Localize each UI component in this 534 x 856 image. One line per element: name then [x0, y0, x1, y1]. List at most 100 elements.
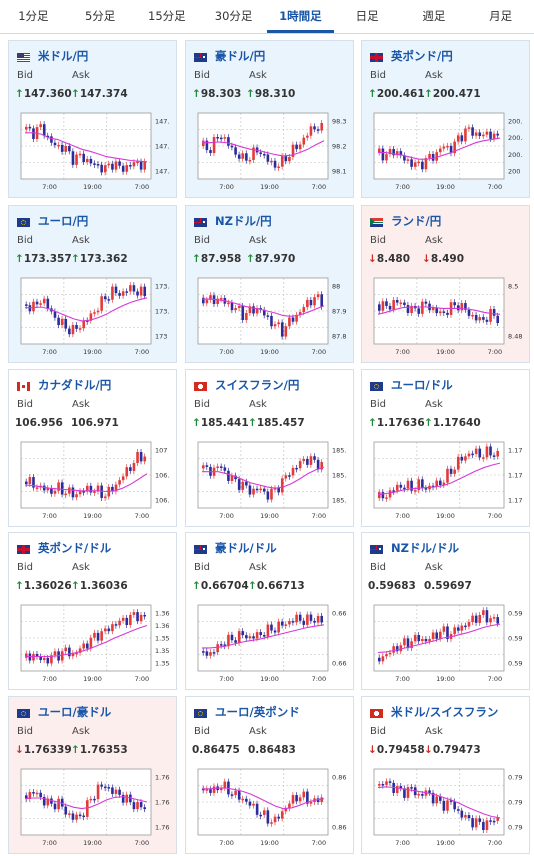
- candle: [417, 794, 421, 796]
- mini-chart[interactable]: 200.6 200.4 200.2 200 7:00 19:00 7:00: [370, 111, 523, 191]
- pair-name[interactable]: 豪ドル/円: [215, 49, 266, 63]
- tab-2[interactable]: 15分足: [148, 9, 186, 23]
- rate-card[interactable]: NZドル/ドルBidAsk0.596830.596970.5970.5960.5…: [361, 532, 530, 690]
- rate-card[interactable]: ユーロ/豪ドルBidAsk↓1.76339↑1.763531.7661.7641…: [8, 696, 177, 854]
- tab-3[interactable]: 30分足: [214, 9, 253, 23]
- pair-name[interactable]: ランド/円: [391, 214, 442, 228]
- pair-name[interactable]: NZドル/ドル: [391, 541, 460, 555]
- pair-name[interactable]: ユーロ/円: [38, 214, 89, 228]
- mini-chart[interactable]: 0.597 0.596 0.595 7:00 19:00 7:00: [370, 603, 523, 683]
- tab-1[interactable]: 5分足: [84, 9, 116, 23]
- pair-name[interactable]: NZドル/円: [215, 214, 272, 228]
- candle: [237, 154, 241, 159]
- rate-card[interactable]: 英ポンド/円BidAsk↑200.461↑200.471200.6200.420…: [361, 40, 530, 198]
- rate-card[interactable]: ユーロ/ドルBidAsk↑1.17636↑1.176401.1761.1741.…: [361, 369, 530, 527]
- pair-name[interactable]: ユーロ/豪ドル: [38, 705, 112, 719]
- candle: [306, 458, 309, 465]
- rate-card[interactable]: 豪ドル/ドルBidAsk↑0.66704↑0.667130.6660.6647:…: [185, 532, 354, 690]
- rate-card[interactable]: 英ポンド/ドルBidAsk↑1.36026↑1.360361.3621.361.…: [8, 532, 177, 690]
- candle: [100, 784, 103, 787]
- y-tick-label: 8.48: [508, 333, 522, 341]
- mini-chart[interactable]: 98.3 98.2 98.1 7:00 19:00 7:00: [194, 111, 347, 191]
- candle: [209, 150, 212, 154]
- mini-chart[interactable]: 185.6 185.4 185.2 7:00 19:00 7:00: [194, 440, 347, 520]
- candle: [139, 614, 143, 622]
- candle: [421, 161, 424, 170]
- flag-icon: [17, 382, 30, 391]
- candle: [230, 634, 234, 641]
- pair-name[interactable]: 米ドル/スイスフラン: [391, 705, 499, 719]
- mini-chart[interactable]: 1.176 1.174 1.172 7:00 19:00 7:00: [370, 440, 523, 520]
- bid-value: ↑200.461: [368, 88, 425, 100]
- pair-name[interactable]: 英ポンド/円: [391, 49, 453, 63]
- mini-chart[interactable]: 1.362 1.36 1.358 1.356 1.354 7:00 19:00 7:00: [17, 603, 170, 683]
- bid-label: Bid: [194, 235, 210, 246]
- tab-6[interactable]: 週足: [422, 9, 446, 23]
- mini-chart[interactable]: 88 87.9 87.8 7:00 19:00 7:00: [194, 276, 347, 356]
- mini-chart[interactable]: 147.8 147.6 147.4 7:00 19:00 7:00: [17, 111, 170, 191]
- candle: [478, 317, 482, 321]
- candle: [57, 144, 60, 147]
- candle: [439, 631, 442, 639]
- candle: [442, 146, 446, 149]
- rate-card[interactable]: 豪ドル/円 Bid Ask ↑98.303 ↑98.310 98.3 98.2 98.1 7:0…: [185, 40, 354, 198]
- bid-label: Bid: [194, 399, 210, 410]
- candle: [209, 295, 212, 300]
- bid-value-text: 106.956: [15, 417, 63, 429]
- candle: [464, 303, 467, 310]
- rate-card[interactable]: 米ドル/円BidAsk↑147.360↑147.374147.8147.6147…: [8, 40, 177, 198]
- pair-name[interactable]: 英ポンド/ドル: [38, 541, 112, 555]
- rate-card[interactable]: 米ドル/スイスフランBidAsk↓0.79458↓0.794730.7980.7…: [361, 696, 530, 854]
- pair-name[interactable]: カナダドル/円: [38, 378, 112, 392]
- pair-name[interactable]: スイスフラン/円: [215, 378, 300, 392]
- candle: [205, 789, 209, 791]
- candle: [464, 625, 467, 628]
- candle: [496, 817, 500, 821]
- candle: [219, 297, 223, 300]
- bid-label: Bid: [370, 399, 386, 410]
- pair-name[interactable]: ユーロ/英ポンド: [215, 705, 300, 719]
- mini-chart[interactable]: 1.766 1.764 1.762 7:00 19:00 7:00: [17, 767, 170, 847]
- candle: [316, 459, 320, 470]
- bid-value: ↑1.36026: [15, 580, 72, 592]
- tab-4[interactable]: 1時間足: [267, 0, 334, 33]
- moving-average-line: [25, 624, 148, 658]
- candle: [446, 800, 449, 811]
- candle: [230, 475, 234, 481]
- y-tick-label: 185.6: [332, 446, 347, 454]
- rate-card[interactable]: ランド/円 Bid Ask ↓8.480 ↓8.490 8.5 8.48 7:00 19:00 7…: [361, 205, 530, 363]
- y-tick-label: 106.6: [155, 497, 170, 505]
- rate-card[interactable]: NZドル/円 Bid Ask ↑87.958 ↑87.970 88 87.9 87.8 7:00…: [185, 205, 354, 363]
- candle: [446, 145, 449, 148]
- pair-name[interactable]: 豪ドル/ドル: [215, 541, 277, 555]
- y-tick-label: 1.174: [508, 472, 523, 480]
- rate-card[interactable]: スイスフラン/円BidAsk↑185.441↑185.457185.6185.4…: [185, 369, 354, 527]
- mini-chart[interactable]: 0.798 0.796 0.794 7:00 19:00 7:00: [370, 767, 523, 847]
- y-tick-label: 1.354: [155, 660, 170, 668]
- y-tick-label: 173: [155, 333, 167, 341]
- candle: [456, 135, 460, 142]
- candle: [100, 485, 103, 498]
- rate-card[interactable]: ユーロ/円BidAsk↑173.357↑173.362173.4173.2173…: [8, 205, 177, 363]
- rate-card[interactable]: カナダドル/円 Bid Ask 106.956 106.971 107 106.8 106.6…: [8, 369, 177, 527]
- mini-chart[interactable]: 0.865 0.864 7:00 19:00 7:00: [194, 767, 347, 847]
- candle: [280, 621, 284, 626]
- candle: [306, 299, 309, 308]
- tab-7[interactable]: 月足: [489, 9, 513, 23]
- ask-label: Ask: [425, 562, 443, 573]
- mini-chart[interactable]: 173.4 173.2 173 7:00 19:00 7:00: [17, 276, 170, 356]
- y-tick-label: 87.9: [332, 308, 346, 316]
- tab-0[interactable]: 1分足: [18, 9, 49, 23]
- mini-chart[interactable]: 107 106.8 106.6 7:00 19:00 7:00: [17, 440, 170, 520]
- mini-chart[interactable]: 8.5 8.48 7:00 19:00 7:00: [370, 276, 523, 356]
- rate-card[interactable]: ユーロ/英ポンド Bid Ask 0.86475 0.86483 0.865 0.864 7:…: [185, 696, 354, 854]
- tab-5[interactable]: 日足: [355, 9, 379, 23]
- y-tick-label: 0.596: [508, 635, 523, 643]
- x-tick-label: 7:00: [219, 839, 234, 847]
- arrow-down-icon: ↓: [424, 744, 433, 756]
- mini-chart[interactable]: 0.666 0.664 7:00 19:00 7:00: [194, 603, 347, 683]
- pair-name[interactable]: 米ドル/円: [38, 49, 89, 63]
- candle: [449, 800, 453, 802]
- pair-name[interactable]: ユーロ/ドル: [391, 378, 453, 392]
- candle: [446, 468, 449, 483]
